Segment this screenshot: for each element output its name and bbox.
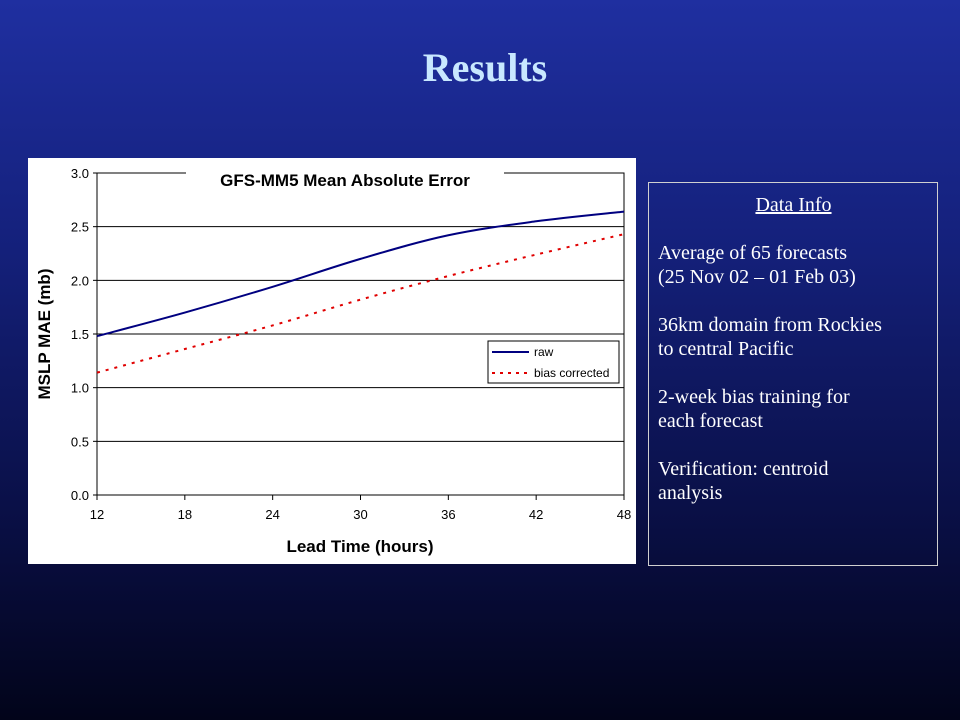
y-tick-label: 2.0 [71,273,89,288]
x-tick-label: 36 [441,507,455,522]
axis-ticks: 0.0 0.5 1.0 1.5 2.0 2.5 3.0 12 18 24 30 36 42 48 [71,166,631,522]
info-line: 36km domain from Rockies [658,314,882,336]
chart-title: GFS-MM5 Mean Absolute Error [220,171,470,190]
info-para-verification: Verification: centroid analysis [658,457,929,505]
info-line: to central Pacific [658,338,794,360]
data-info-box: Data Info Average of 65 forecasts (25 No… [648,182,938,566]
info-heading: Data Info [755,194,832,216]
legend-box [487,340,620,384]
legend-label-raw: raw [534,345,554,359]
info-line: Verification: centroid [658,458,829,480]
y-tick-label: 1.5 [71,327,89,342]
chart-title-bg [186,168,504,190]
info-line: Average of 65 forecasts [658,242,847,264]
slide-title: Results [422,45,548,90]
info-line: analysis [658,482,723,504]
x-tick-label: 42 [529,507,543,522]
y-tick-label: 0.5 [71,434,89,449]
info-line: each forecast [658,410,763,432]
mae-chart: 0.0 0.5 1.0 1.5 2.0 2.5 3.0 12 18 24 30 36 42 48 GFS-… [28,158,636,564]
x-tick-label: 18 [178,507,192,522]
info-para-training: 2-week bias training for each forecast [658,385,929,433]
y-tick-label: 3.0 [71,166,89,181]
legend: raw bias corrected [487,340,620,384]
grid-lines [97,172,624,496]
series-line-raw [96,210,625,338]
y-axis-label: MSLP MAE (mb) [35,269,54,400]
x-tick-label: 30 [353,507,367,522]
info-para-domain: 36km domain from Rockies to central Paci… [658,313,929,361]
series-lines [96,210,625,374]
x-tick-label: 48 [617,507,631,522]
legend-label-bias-corrected: bias corrected [534,366,609,380]
y-tick-label: 1.0 [71,381,89,396]
info-para-forecasts: Average of 65 forecasts (25 Nov 02 – 01 … [658,241,929,289]
info-line: (25 Nov 02 – 01 Feb 03) [658,266,856,288]
x-axis-label: Lead Time (hours) [286,537,433,556]
y-tick-label: 2.5 [71,220,89,235]
series-line-bias-corrected [96,233,625,374]
y-tick-label: 0.0 [71,488,89,503]
x-tick-label: 12 [90,507,104,522]
chart-svg: 0.0 0.5 1.0 1.5 2.0 2.5 3.0 12 18 24 30 36 42 48 GFS-… [35,166,631,556]
x-tick-label: 24 [265,507,279,522]
info-line: 2-week bias training for [658,386,850,408]
